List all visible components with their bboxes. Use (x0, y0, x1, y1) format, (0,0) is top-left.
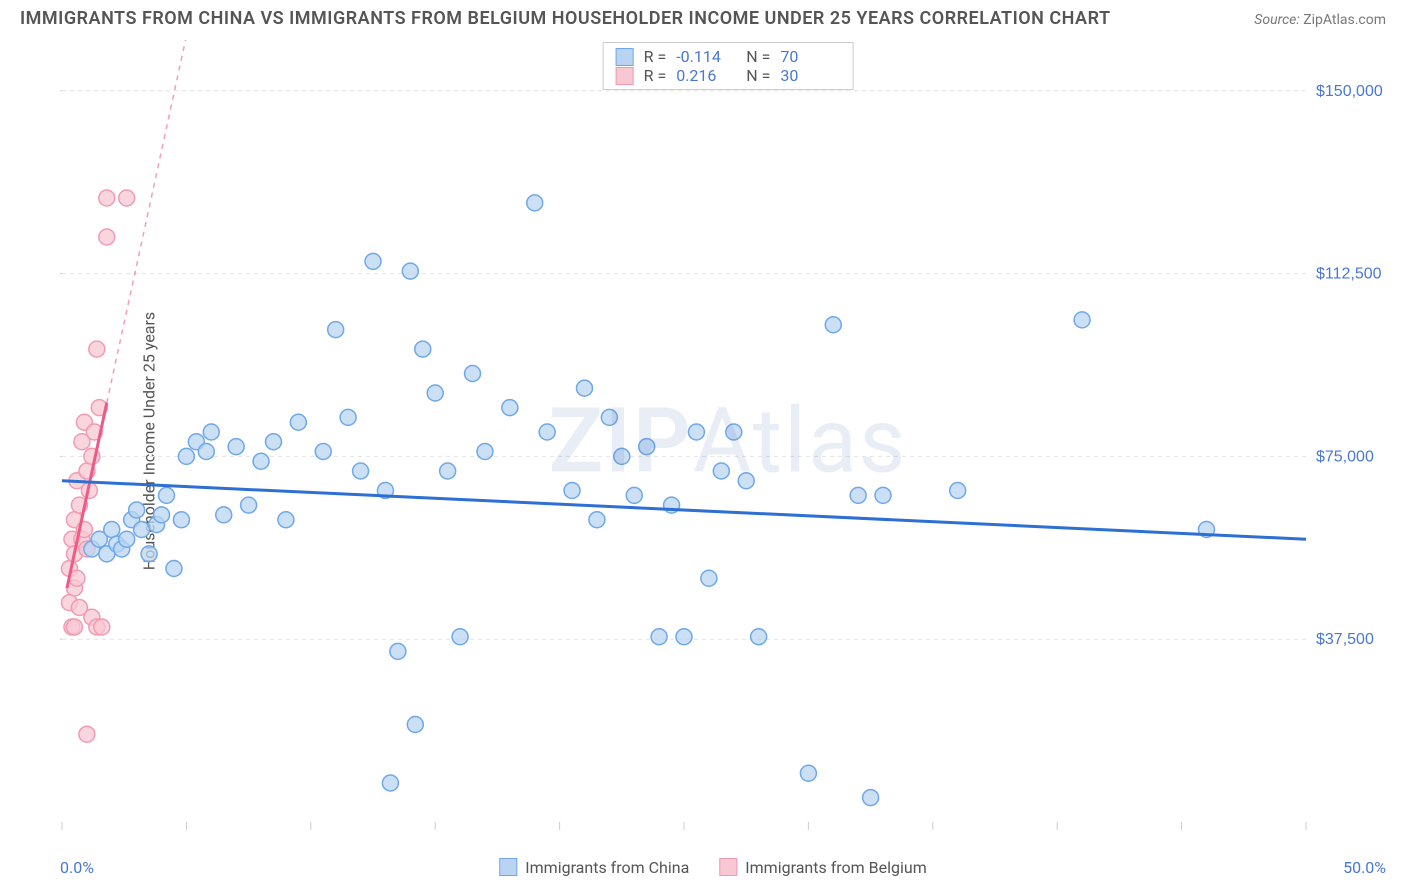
n-label: N = (746, 66, 770, 85)
legend-swatch-belgium-icon (719, 858, 737, 876)
chart-title: IMMIGRANTS FROM CHINA VS IMMIGRANTS FROM… (20, 8, 1111, 29)
source-value: ZipAtlas.com (1303, 12, 1386, 28)
r-value-belgium: 0.216 (676, 66, 736, 85)
n-label: N = (746, 47, 770, 66)
legend-swatch-china (616, 48, 634, 66)
n-value-china: 70 (780, 47, 840, 66)
legend-label-china: Immigrants from China (525, 858, 689, 877)
svg-text:$150,000: $150,000 (1316, 83, 1383, 100)
chart-area: Householder Income Under 25 years $37,50… (30, 40, 1396, 842)
stats-legend-box: R = -0.114 N = 70 R = 0.216 N = 30 (603, 42, 854, 90)
legend-swatch-china-icon (499, 858, 517, 876)
x-axis-max-label: 50.0% (1343, 858, 1386, 877)
legend-item-belgium: Immigrants from Belgium (719, 858, 926, 877)
source-label: Source: (1254, 12, 1299, 28)
stats-row-china: R = -0.114 N = 70 (616, 47, 841, 66)
r-value-china: -0.114 (676, 47, 736, 66)
scatter-svg: $37,500 $75,000 $112,500 $150,000 (60, 40, 1396, 842)
svg-text:$112,500: $112,500 (1316, 266, 1382, 283)
svg-text:$37,500: $37,500 (1316, 631, 1374, 648)
x-axis-footer: 0.0% Immigrants from China Immigrants fr… (40, 852, 1386, 882)
chart-header: IMMIGRANTS FROM CHINA VS IMMIGRANTS FROM… (0, 0, 1406, 33)
legend-swatch-belgium (616, 67, 634, 85)
legend-item-china: Immigrants from China (499, 858, 689, 877)
plot-region: $37,500$75,000$112,500$150,000 ZIPAtlas … (60, 40, 1396, 842)
x-axis-min-label: 0.0% (60, 858, 94, 877)
svg-text:$75,000: $75,000 (1316, 448, 1374, 465)
source-attribution: Source: ZipAtlas.com (1254, 12, 1386, 28)
legend-label-belgium: Immigrants from Belgium (745, 858, 926, 877)
r-label: R = (644, 47, 667, 66)
n-value-belgium: 30 (780, 66, 840, 85)
r-label: R = (644, 66, 667, 85)
legend-bottom: Immigrants from China Immigrants from Be… (499, 858, 926, 877)
stats-row-belgium: R = 0.216 N = 30 (616, 66, 841, 85)
